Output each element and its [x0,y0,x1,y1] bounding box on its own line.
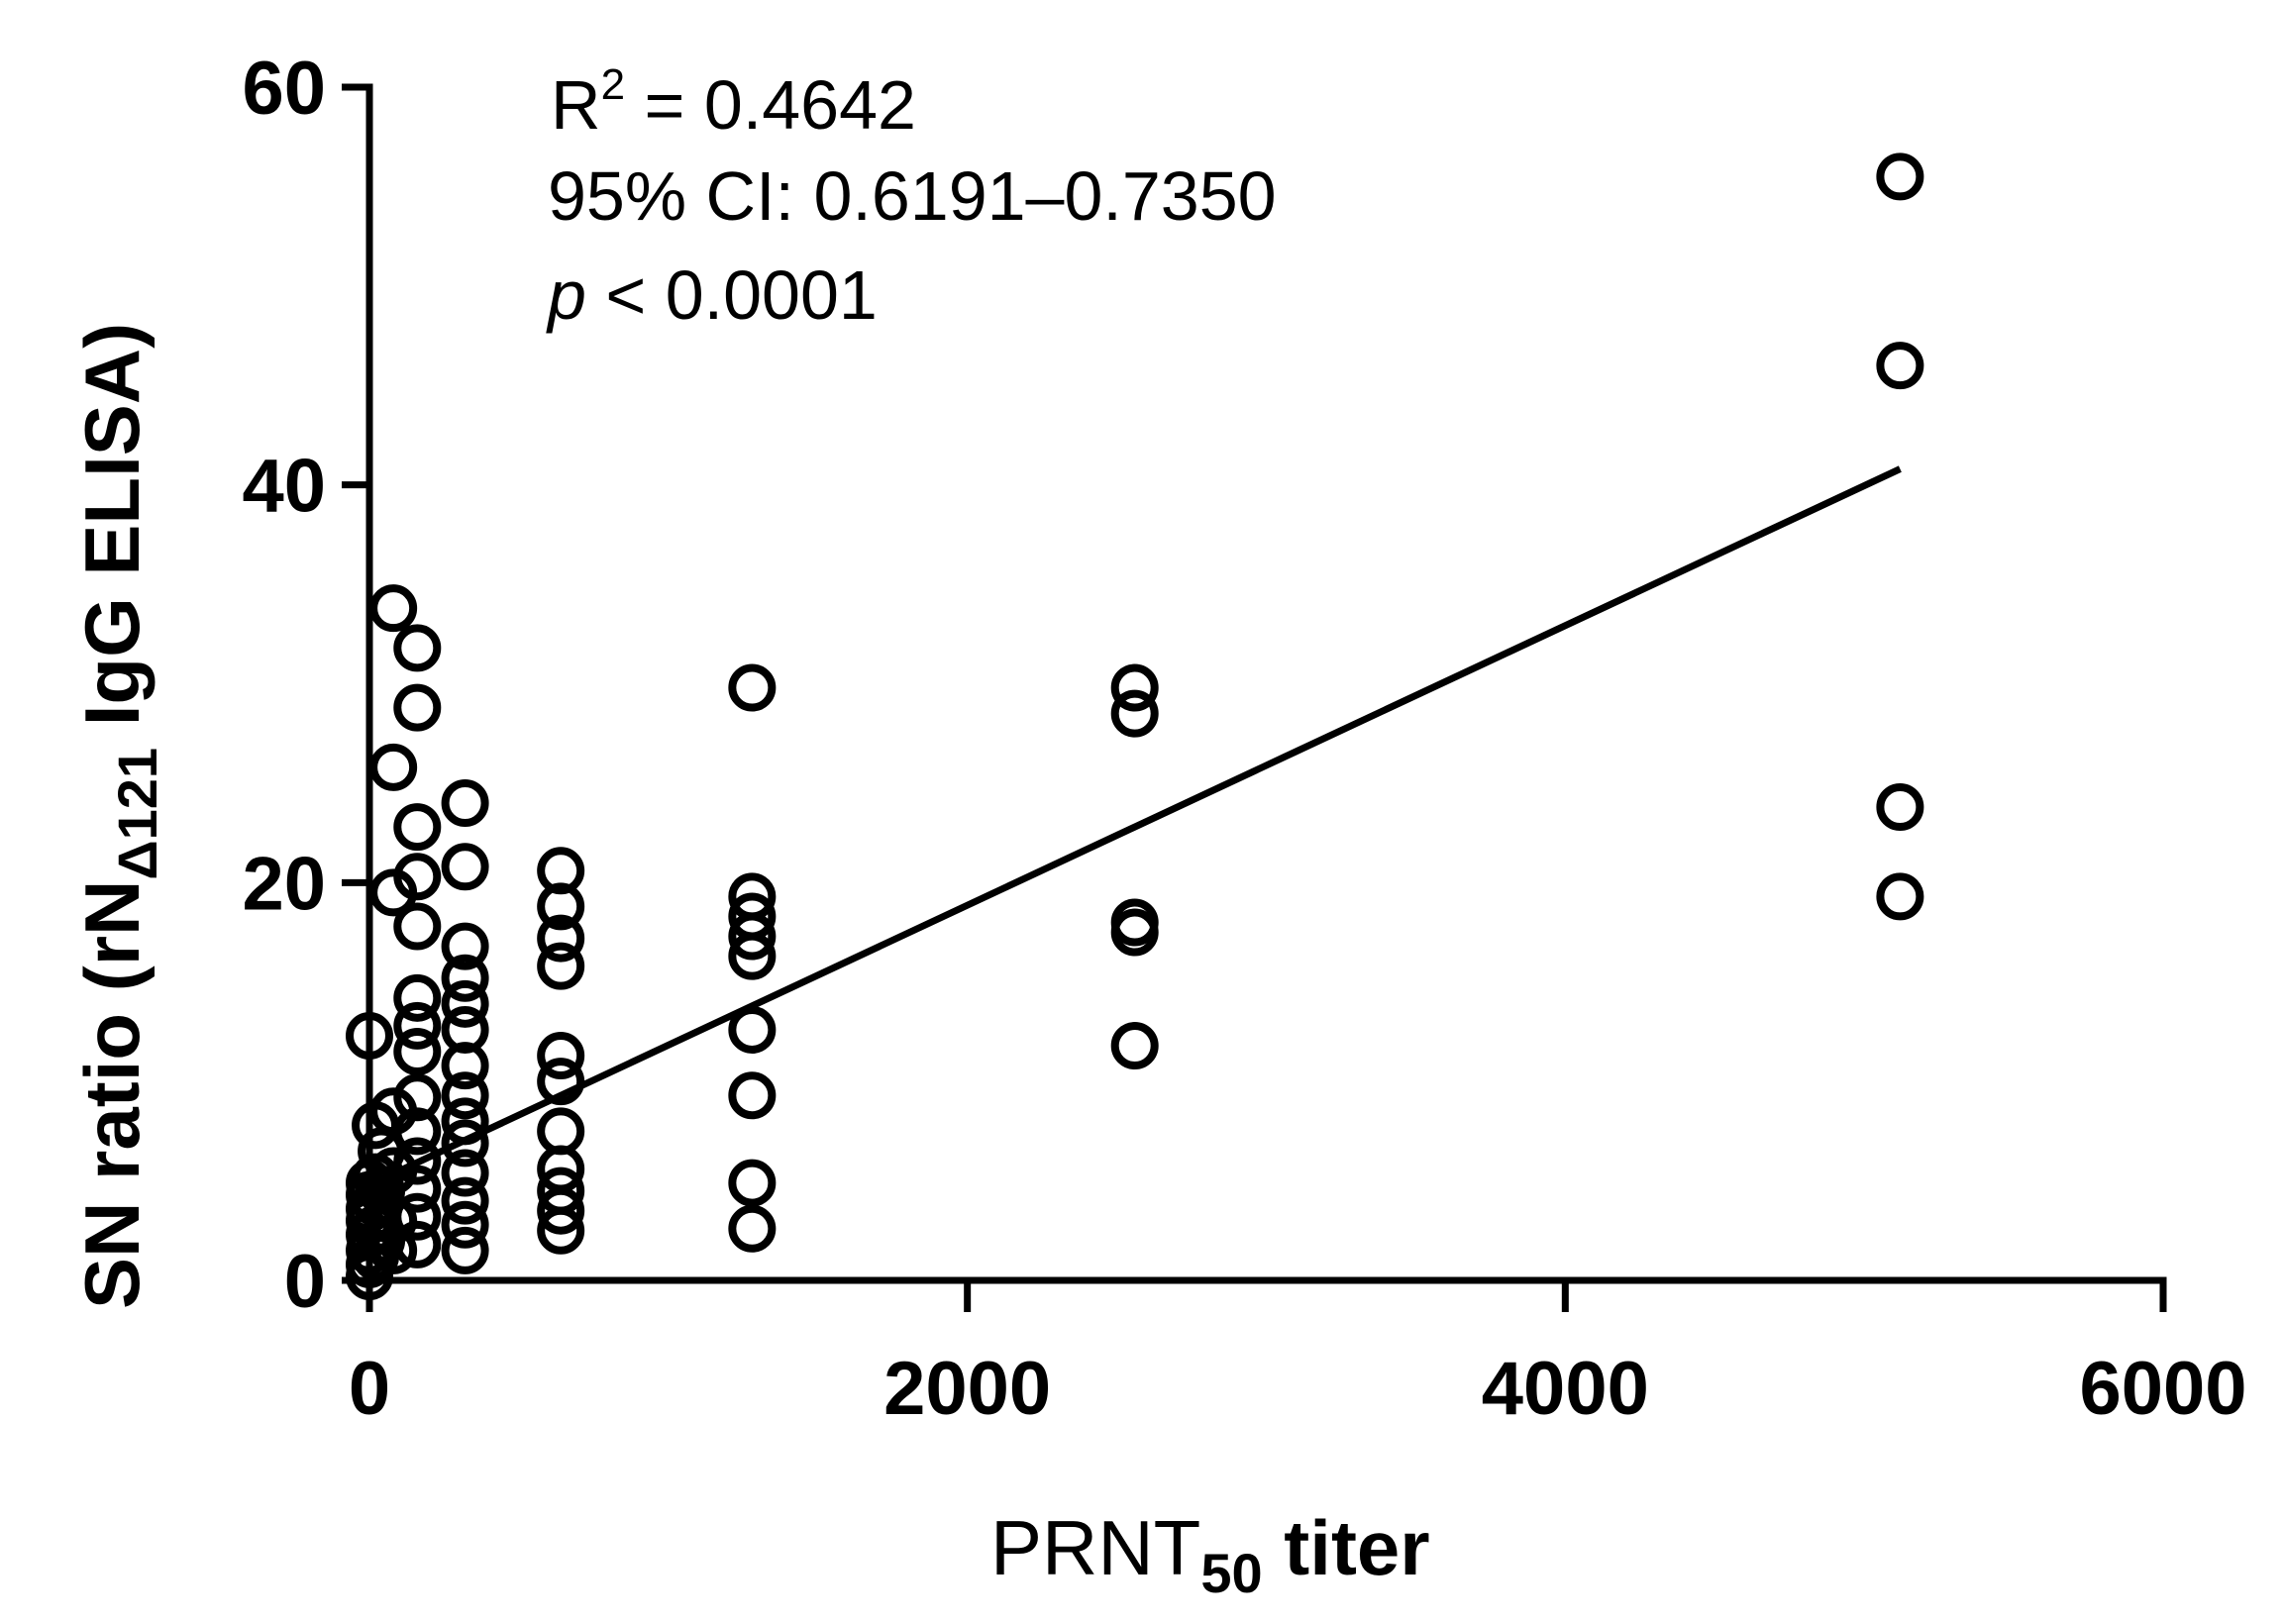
data-point [537,1167,585,1215]
data-point [441,922,489,970]
data-point [393,1001,442,1050]
data-point [393,1073,442,1122]
y-axis-ticks: 0 20 40 60 [242,47,369,1324]
regression-line [367,465,1902,1188]
data-point [393,683,442,732]
data-point [393,1220,442,1269]
data-point [1110,663,1159,712]
data-point [393,1192,442,1241]
data-point [728,872,777,921]
data-point [393,624,442,672]
data-point [1110,898,1159,947]
y-tick-label: 40 [242,445,326,529]
data-points [346,152,1924,1300]
p-value-annotation: p < 0.0001 [546,256,878,334]
data-point [369,1226,418,1274]
y-tick-label: 20 [242,842,326,926]
regression-line-group [367,465,1902,1188]
x-axis-ticks: 0 2000 4000 6000 [349,1280,2247,1431]
data-point [441,1149,489,1197]
r-squared-annotation: R2 = 0.4642 [551,60,916,144]
data-point [441,1097,489,1146]
x-tick-label: 0 [349,1347,390,1431]
data-point [441,1119,489,1167]
data-point [537,1058,585,1106]
data-point [393,803,442,852]
data-point [1876,783,1924,832]
data-point [728,892,777,941]
data-point [1110,689,1159,738]
x-tick-label: 4000 [1482,1347,1649,1431]
data-point [393,1165,442,1213]
data-point [393,853,442,901]
data-point [537,942,585,990]
data-point [369,584,418,633]
data-point [537,914,585,963]
data-point [1876,872,1924,921]
data-point [393,1107,442,1156]
data-point [728,1005,777,1054]
data-point [537,1032,585,1080]
data-point [441,779,489,827]
data-point [1876,342,1924,390]
x-axis-title: PRNT50 titer [990,1504,1430,1604]
data-point [441,1200,489,1249]
x-tick-label: 2000 [883,1347,1051,1431]
data-point [1110,1022,1159,1070]
data-point [441,1071,489,1120]
data-point [728,1071,777,1120]
data-point [1876,152,1924,201]
data-point [537,1107,585,1156]
data-point [369,1196,418,1245]
data-point [393,973,442,1022]
x-tick-label: 6000 [2079,1347,2246,1431]
confidence-interval-annotation: 95% CI: 0.6191–0.7350 [548,157,1277,235]
y-tick-label: 60 [242,47,326,131]
y-axis-title: SN ratio (rNΔ121 IgG ELISA) [68,323,168,1309]
data-point [441,1176,489,1225]
y-tick-label: 0 [284,1240,326,1324]
data-point [441,1005,489,1054]
data-point [393,1137,442,1185]
data-point [728,1204,777,1253]
data-point [728,1159,777,1207]
data-point [441,843,489,891]
data-point [441,979,489,1028]
data-point [393,1028,442,1076]
data-point [537,847,585,895]
data-point [369,743,418,791]
data-point [393,902,442,951]
data-point [441,954,489,1002]
data-point [346,1011,393,1060]
data-point [441,1226,489,1274]
data-point [728,663,777,712]
